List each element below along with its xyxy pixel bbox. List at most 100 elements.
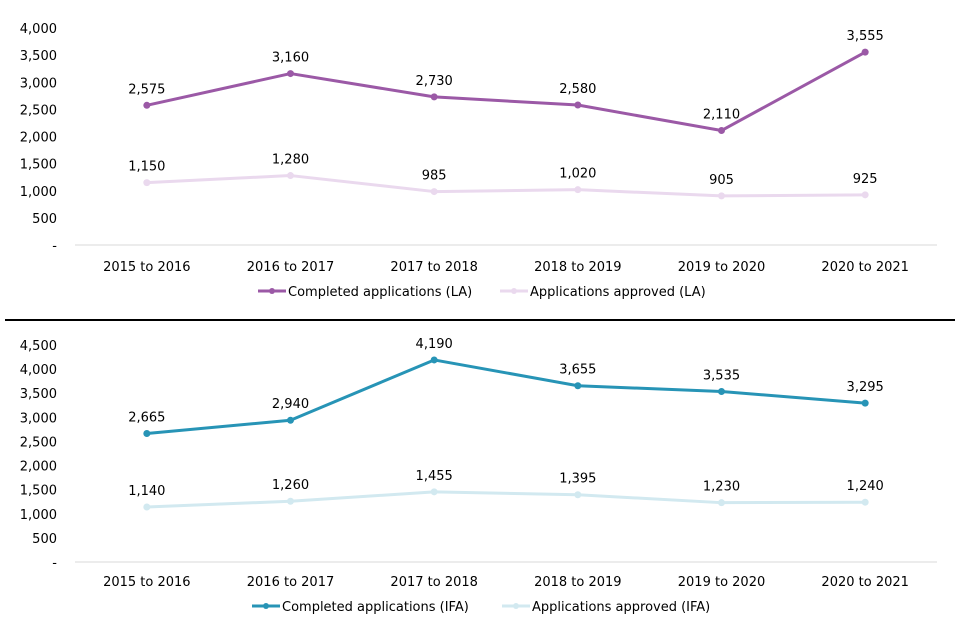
y-tick-label: 1,500	[20, 158, 57, 173]
legend-item: Completed applications (LA)	[258, 285, 472, 300]
legend-item: Applications approved (LA)	[500, 285, 706, 300]
y-tick-label: -	[52, 239, 57, 254]
data-point	[430, 488, 438, 496]
y-tick-label: 2,500	[20, 103, 57, 118]
legend-label: Applications approved (IFA)	[532, 600, 710, 615]
data-point	[718, 127, 725, 135]
y-tick-label: 4,000	[20, 363, 57, 378]
legend-label: Applications approved (LA)	[530, 285, 706, 300]
ifa-line-chart: - 500 1,000 1,500 2,000 2,500 3,000 3,500 4,000 4…	[20, 337, 937, 615]
series-completed: 2,575 3,160 2,730 2,580 2,110 3,555	[128, 29, 884, 135]
y-tick-label: 3,000	[20, 76, 57, 91]
y-tick-label: 500	[32, 212, 57, 227]
x-tick-label: 2017 to 2018	[390, 575, 477, 590]
y-tick-label: 2,000	[20, 460, 57, 475]
data-label: 925	[853, 172, 878, 187]
data-label: 1,020	[559, 167, 596, 182]
data-point	[574, 491, 582, 499]
x-tick-label: 2018 to 2019	[534, 260, 621, 275]
y-tick-label: 4,500	[20, 339, 57, 354]
x-tick-label: 2020 to 2021	[821, 260, 908, 275]
x-tick-label: 2019 to 2020	[678, 260, 765, 275]
y-tick-label: 1,000	[20, 508, 57, 523]
x-tick-label: 2016 to 2017	[247, 575, 334, 590]
y-tick-label: 1,500	[20, 484, 57, 499]
series-line	[146, 490, 866, 509]
data-label: 1,230	[703, 480, 740, 495]
data-label: 4,190	[416, 337, 453, 352]
data-label: 2,110	[703, 108, 740, 123]
data-point	[143, 503, 151, 511]
data-point	[718, 388, 725, 396]
y-tick-label: 3,500	[20, 387, 57, 402]
legend-swatch-marker	[513, 603, 519, 609]
x-tick-label: 2016 to 2017	[247, 260, 334, 275]
data-label: 2,580	[559, 82, 596, 97]
data-label: 2,940	[272, 397, 309, 412]
data-label: 1,280	[272, 153, 309, 168]
data-label: 2,665	[128, 410, 165, 425]
data-label: 3,655	[559, 363, 596, 378]
data-label: 2,575	[128, 82, 165, 97]
data-point	[143, 429, 151, 437]
data-point	[574, 101, 582, 109]
legend-item: Completed applications (IFA)	[252, 600, 469, 615]
y-tick-label: -	[52, 556, 57, 571]
series-approved: 1,150 1,280 985 1,020 905 925	[128, 153, 878, 200]
data-point	[143, 101, 151, 109]
data-point	[287, 70, 294, 78]
data-label: 3,555	[847, 29, 884, 44]
legend-swatch-marker	[269, 288, 275, 294]
data-point	[861, 191, 869, 199]
legend-label: Completed applications (IFA)	[282, 600, 469, 615]
data-label: 905	[709, 173, 734, 188]
legend-label: Completed applications (LA)	[288, 285, 472, 300]
legend-item: Applications approved (IFA)	[502, 600, 710, 615]
x-tick-label: 2018 to 2019	[534, 575, 621, 590]
data-label: 1,260	[272, 478, 309, 493]
series-line	[146, 358, 866, 435]
data-point	[430, 356, 438, 364]
data-label: 3,295	[847, 380, 884, 395]
data-label: 1,150	[128, 160, 165, 175]
data-point	[287, 172, 294, 180]
data-point	[287, 497, 294, 505]
series-approved: 1,140 1,260 1,455 1,395 1,230 1,240	[128, 469, 884, 511]
data-point	[430, 188, 438, 196]
series-line	[146, 174, 866, 198]
y-tick-label: 2,000	[20, 131, 57, 146]
series-line	[146, 50, 866, 133]
data-point	[574, 186, 582, 194]
y-tick-label: 2,500	[20, 435, 57, 450]
data-label: 1,240	[847, 479, 884, 494]
y-tick-label: 500	[32, 532, 57, 547]
x-tick-label: 2017 to 2018	[390, 260, 477, 275]
y-tick-label: 3,500	[20, 49, 57, 64]
data-label: 3,535	[703, 369, 740, 384]
data-point	[861, 399, 869, 407]
data-point	[861, 48, 869, 56]
data-label: 3,160	[272, 51, 309, 66]
data-point	[143, 179, 151, 187]
data-label: 1,140	[128, 484, 165, 499]
series-completed: 2,665 2,940 4,190 3,655 3,535 3,295	[128, 337, 884, 437]
x-tick-label: 2015 to 2016	[103, 575, 190, 590]
y-tick-label: 1,000	[20, 185, 57, 200]
data-label: 985	[422, 169, 447, 184]
y-tick-label: 3,000	[20, 411, 57, 426]
legend-swatch-marker	[511, 288, 517, 294]
data-point	[287, 416, 294, 424]
data-point	[718, 499, 725, 507]
x-tick-label: 2019 to 2020	[678, 575, 765, 590]
y-tick-label: 4,000	[20, 22, 57, 37]
x-tick-label: 2015 to 2016	[103, 260, 190, 275]
data-point	[861, 498, 869, 506]
x-tick-label: 2020 to 2021	[821, 575, 908, 590]
legend-swatch-marker	[263, 603, 269, 609]
data-point	[718, 192, 725, 200]
data-label: 1,455	[416, 469, 453, 484]
data-point	[574, 382, 582, 390]
data-label: 1,395	[559, 472, 596, 487]
la-line-chart: - 500 1,000 1,500 2,000 2,500 3,000 3,500 4,000 2…	[20, 22, 937, 300]
